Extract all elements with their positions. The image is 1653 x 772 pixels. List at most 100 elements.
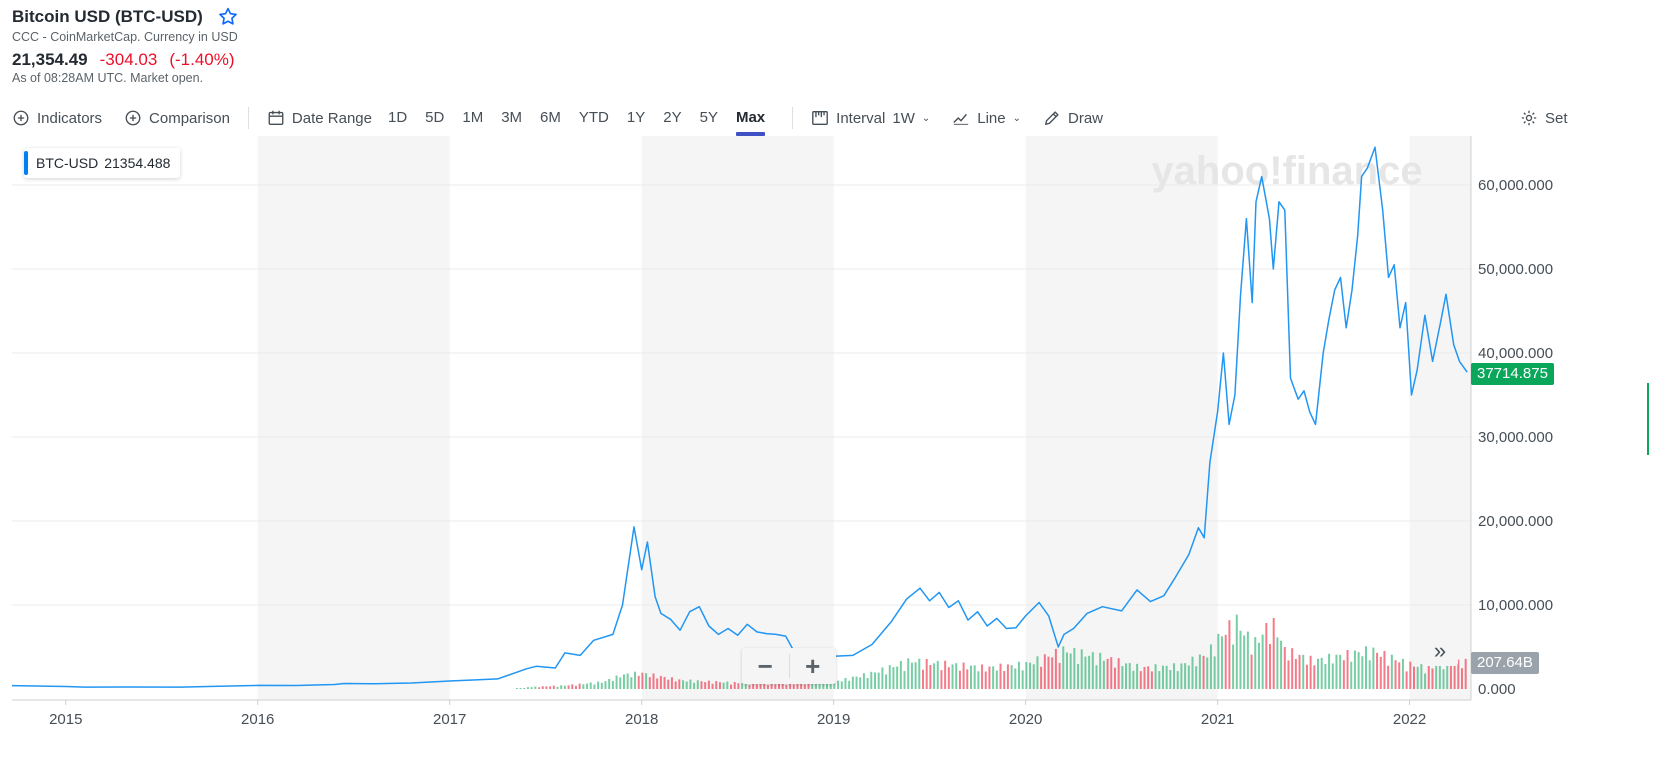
volume-bar [1398,662,1401,689]
date-range-button[interactable]: Date Range [267,104,372,132]
volume-bar [608,678,611,689]
volume-bar [1228,620,1231,689]
plus-circle-icon [13,110,29,126]
comparison-button[interactable]: Comparison [124,104,230,132]
volume-bar [582,684,585,689]
price-chart[interactable]: yahoo!finance 2015 2016 2017 2018 2019 2020 20… [0,136,1653,772]
volume-bar [1099,652,1102,689]
expand-arrows-button[interactable]: » [1422,636,1458,666]
series-legend[interactable]: BTC-USD 21354.488 [24,148,181,178]
volume-bar [1080,649,1083,689]
volume-bar [1047,656,1050,689]
volume-bar [1165,665,1168,689]
settings-button[interactable]: Set [1520,104,1568,132]
line-chart-icon [953,113,969,125]
range-tab-max[interactable]: Max [727,104,774,136]
draw-button[interactable]: Draw [1043,104,1103,132]
volume-bar [1442,669,1445,689]
volume-bar [969,665,972,689]
volume-bar [571,684,574,689]
price-change: -304.03 [99,50,158,69]
volume-bar [733,681,736,689]
volume-bar [1235,614,1238,689]
range-tab-5y[interactable]: 5Y [699,109,718,126]
volume-bar [1460,668,1463,689]
interval-dropdown[interactable]: Interval 1W ⌄ [811,104,930,132]
range-tab-2y[interactable]: 2Y [663,109,682,126]
volume-bar [977,671,980,689]
range-tab-3m[interactable]: 3M [501,109,523,126]
volume-bar [877,672,880,689]
range-tab-6m[interactable]: 6M [540,109,561,126]
zoom-in-button[interactable]: + [805,650,821,681]
volume-bar [844,677,847,689]
interval-label: Interval [836,109,886,127]
volume-bar [1117,658,1120,689]
volume-bar [933,663,936,689]
volume-bar [840,681,843,689]
volume-bar [1420,664,1423,689]
volume-bar [1224,634,1227,689]
volume-bar [567,685,570,689]
volume-bar [1376,652,1379,689]
x-tick-label: 2018 [625,711,658,728]
volume-bar [940,670,943,689]
volume-bar [526,687,529,689]
volume-bar [1173,663,1176,689]
star-icon[interactable] [217,6,239,28]
volume-bar [1287,660,1290,689]
volume-bar [1346,649,1349,689]
volume-bar [958,670,961,689]
volume-bar [600,682,603,689]
volume-bar [611,680,614,689]
volume-bar [737,683,740,689]
volume-bar [1243,635,1246,689]
volume-bar [1435,665,1438,689]
volume-bar [1232,644,1235,689]
volume-bar [741,683,744,689]
volume-bar [693,682,696,689]
volume-bar [1003,670,1006,689]
volume-bar [689,679,692,689]
current-price: 21,354.49 [12,50,88,69]
toolbar-divider [792,107,794,129]
volume-bar [586,683,589,689]
x-tick-label: 2015 [49,711,82,728]
volume-bar [929,665,932,689]
volume-bar [1058,662,1061,689]
range-tabs: 1D 5D 1M 3M 6M YTD 1Y 2Y 5Y Max [379,104,774,136]
volume-bar [881,667,884,689]
range-tab-1d[interactable]: 1D [387,109,408,126]
volume-bar [1006,664,1009,689]
volume-bar [807,682,810,689]
volume-bar [888,665,891,689]
chart-type-dropdown[interactable]: Line ⌄ [952,104,1021,132]
volume-bar [519,688,522,689]
volume-bar [789,683,792,689]
volume-bar [560,685,563,689]
volume-bar [1121,666,1124,689]
volume-bar [634,671,637,689]
volume-bar [1217,633,1220,689]
legend-symbol: BTC-USD [36,155,99,171]
volume-bar [1221,636,1224,689]
volume-bar [755,684,758,689]
zoom-out-button[interactable]: − [757,650,773,681]
volume-bar [1209,644,1212,689]
volume-bar [1305,664,1308,689]
chart-canvas[interactable]: yahoo!finance 2015 2016 2017 2018 2019 2020 20… [0,136,1653,772]
volume-bar [700,681,703,689]
volume-bar [515,688,518,689]
range-tab-1m[interactable]: 1M [462,109,484,126]
volume-bar [1213,656,1216,689]
range-tab-1y[interactable]: 1Y [626,109,646,126]
volume-bar [1353,650,1356,689]
chevron-down-icon: ⌄ [1012,112,1021,124]
x-tick-label: 2021 [1201,711,1234,728]
range-tab-ytd[interactable]: YTD [578,109,609,126]
volume-bar [1040,666,1043,689]
range-tab-5d[interactable]: 5D [425,109,445,126]
zoom-divider [788,654,790,678]
indicators-button[interactable]: Indicators [12,104,102,132]
volume-bar [578,683,581,689]
